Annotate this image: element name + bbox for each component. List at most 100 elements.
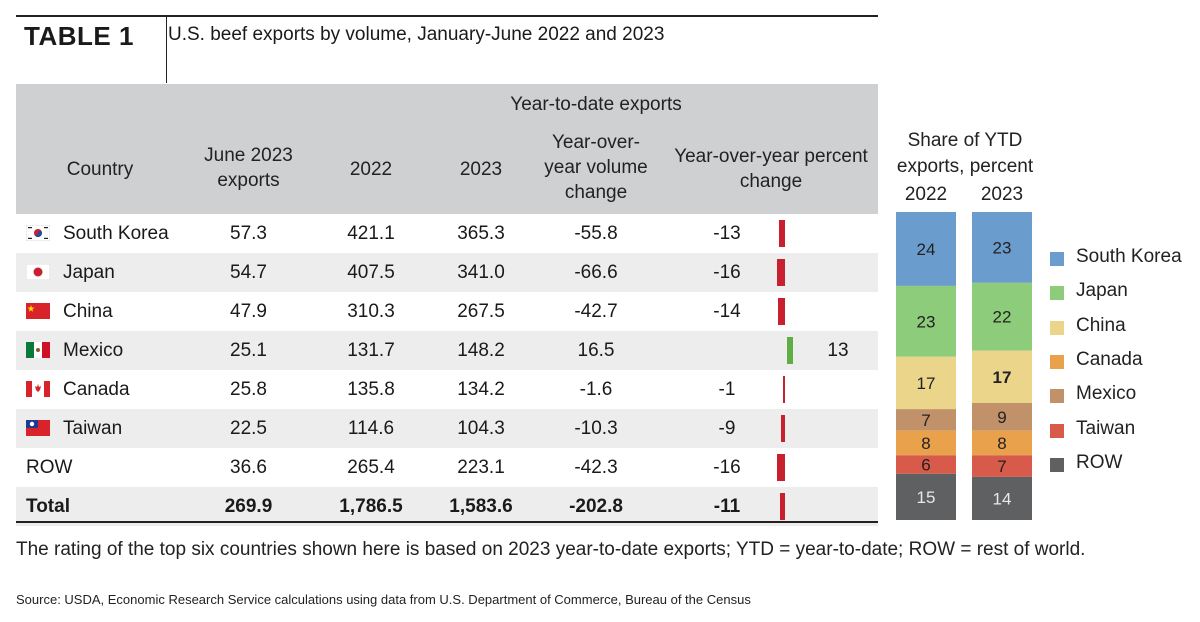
col-header-june: June 2023 exports <box>204 145 293 191</box>
bar-value-label: 14 <box>993 489 1012 508</box>
pct-change-label: -1 <box>718 379 736 400</box>
pct-change-bar <box>777 454 785 481</box>
cell-y2022: 131.7 <box>347 340 395 361</box>
pct-change-label: 13 <box>827 340 849 361</box>
table-row <box>16 214 878 253</box>
bar-value-label: 8 <box>997 434 1006 453</box>
table-header <box>16 15 878 83</box>
group-header-ytd: Year-to-date exports <box>510 94 682 115</box>
country-name: Taiwan <box>63 418 123 439</box>
country-name: ROW <box>26 457 73 478</box>
col-header-vol-change: Year-over-year volume change <box>544 132 648 203</box>
col-header-pct-change: Year-over-year percent change <box>674 146 868 192</box>
bar-value-label: 23 <box>993 238 1012 257</box>
cell-y2023: 134.2 <box>457 379 505 400</box>
category-label-2022: 2022 <box>905 184 947 205</box>
table-row <box>16 409 878 448</box>
bar-value-label: 7 <box>997 457 1006 476</box>
table-column-header <box>16 84 878 214</box>
legend-label: South Korea <box>1076 246 1182 267</box>
cell-vol-change: -42.7 <box>574 301 618 322</box>
cell-vol-change: 16.5 <box>577 340 615 361</box>
legend-label: Taiwan <box>1076 417 1136 439</box>
flag-china-icon <box>26 303 50 319</box>
cell-y2023: 1,583.6 <box>449 496 513 517</box>
flag-taiwan-icon <box>26 420 50 436</box>
country-name: Total <box>26 496 70 517</box>
bar-2023-row <box>972 476 1032 520</box>
header-divider <box>166 17 167 83</box>
legend-swatch-row <box>1050 457 1064 472</box>
pct-change-bar <box>779 493 785 520</box>
country-name: Japan <box>63 262 115 283</box>
col-header-2022: 2022 <box>349 159 393 180</box>
pct-change-label: -14 <box>713 301 741 322</box>
cell-june: 269.9 <box>224 496 273 517</box>
cell-y2022: 265.4 <box>347 457 395 478</box>
legend-label: Canada <box>1076 348 1143 370</box>
flag-japan-icon <box>25 263 51 281</box>
cell-vol-change: -202.8 <box>569 496 623 517</box>
bar-2023-south-korea <box>972 212 1032 283</box>
legend-swatch-china <box>1050 320 1064 335</box>
legend-swatch-canada <box>1050 354 1064 369</box>
bar-2022-mexico <box>896 409 956 431</box>
pct-change-label: -16 <box>713 457 741 478</box>
legend-label: ROW <box>1076 451 1123 473</box>
table-bottom-rule <box>16 521 878 523</box>
cell-vol-change: -55.8 <box>574 223 618 244</box>
cell-y2023: 267.5 <box>457 301 505 322</box>
legend-swatch-japan <box>1050 286 1064 301</box>
cell-y2023: 365.3 <box>457 223 505 244</box>
country-name: Mexico <box>63 340 124 361</box>
cell-june: 36.6 <box>230 457 267 478</box>
pct-change-label: -16 <box>713 262 741 283</box>
cell-y2022: 1,786.5 <box>339 496 403 517</box>
bar-value-label: 24 <box>917 240 936 259</box>
bar-2023-mexico <box>972 402 1032 431</box>
bar-2022-row <box>896 473 956 520</box>
bar-value-label: 6 <box>921 456 930 475</box>
pct-change-bar <box>787 337 794 364</box>
exports-table: Year-to-date exports Country June 2023 e… <box>16 84 878 526</box>
cell-y2022: 421.1 <box>347 223 395 244</box>
bar-value-label: 22 <box>993 308 1012 327</box>
source-note: Source: USDA, Economic Research Service … <box>16 592 751 607</box>
pct-change-label: -13 <box>713 223 741 244</box>
category-label-2023: 2023 <box>981 184 1023 205</box>
legend-label: China <box>1076 314 1126 336</box>
footnote: The rating of the top six countries show… <box>16 539 1086 560</box>
table-row <box>16 253 878 292</box>
bar-2022-japan <box>896 285 956 357</box>
pct-change-bar <box>783 376 785 403</box>
country-name: Canada <box>63 379 130 400</box>
bar-2023-canada <box>972 430 1032 456</box>
table-total-row <box>16 487 878 526</box>
cell-june: 47.9 <box>230 301 267 322</box>
header-top-rule <box>16 15 878 17</box>
legend-swatch-mexico <box>1050 389 1064 404</box>
table-row <box>16 370 878 409</box>
flag-south-korea-icon <box>25 224 51 242</box>
pct-change-bar <box>778 298 785 325</box>
cell-y2023: 341.0 <box>457 262 505 283</box>
cell-june: 57.3 <box>230 223 267 244</box>
cell-vol-change: -66.6 <box>574 262 618 283</box>
table-row <box>16 292 878 331</box>
bar-2022-canada <box>896 430 956 456</box>
cell-y2023: 148.2 <box>457 340 505 361</box>
table-label: TABLE 1 <box>24 21 134 51</box>
bar-value-label: 9 <box>997 408 1006 427</box>
country-name: China <box>63 301 113 322</box>
cell-vol-change: -42.3 <box>574 457 618 478</box>
table-title: U.S. beef exports by volume, January-Jun… <box>168 24 665 45</box>
cell-june: 25.1 <box>230 340 267 361</box>
bar-2023-taiwan <box>972 455 1032 477</box>
bar-value-label: 7 <box>921 411 930 430</box>
flag-mexico-icon <box>26 342 50 358</box>
cell-y2022: 135.8 <box>347 379 395 400</box>
bar-2022-taiwan <box>896 455 956 474</box>
bar-value-label: 17 <box>993 368 1012 387</box>
pct-change-label: -11 <box>713 496 741 517</box>
col-header-2023: 2023 <box>459 159 503 180</box>
